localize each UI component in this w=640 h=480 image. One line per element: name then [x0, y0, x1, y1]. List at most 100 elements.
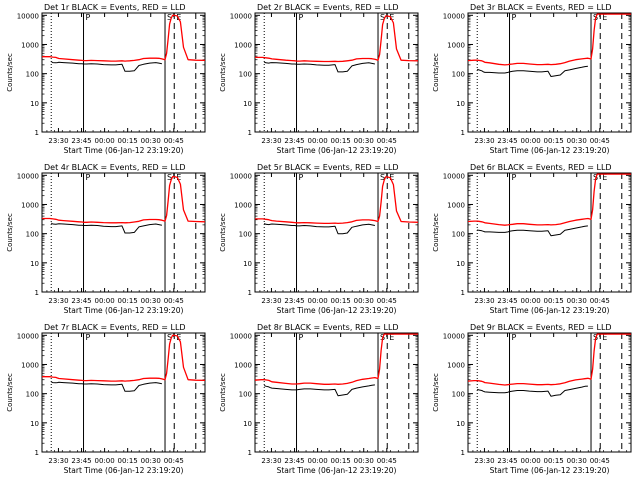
detector-panel-3: Det 3r BLACK = Events, RED = LLD 1 10 100 10… [432, 3, 632, 155]
y-axis-label: Counts/sec [432, 53, 440, 92]
y-tick-label: 10000 [17, 172, 39, 180]
y-tick-label: 1 [35, 289, 39, 297]
time-marker-label: E [389, 173, 394, 182]
time-marker-label: P [299, 173, 304, 182]
x-axis-label: Start Time (06-Jan-12 23:19:20) [64, 306, 184, 315]
x-tick-label: 23:45 [497, 457, 517, 465]
time-marker-label: P [86, 13, 91, 22]
y-tick-label: 10 [456, 420, 465, 428]
chart-title: Det 9r BLACK = Events, RED = LLD [470, 323, 612, 332]
lld-series-line [467, 333, 631, 386]
x-tick-label: 00:30 [354, 297, 374, 305]
y-tick-label: 100 [452, 391, 465, 399]
events-series-line [50, 381, 162, 392]
x-tick-label: 23:30 [474, 457, 494, 465]
lld-series-line [255, 15, 419, 63]
y-tick-label: 1000 [21, 201, 39, 209]
events-series-line [477, 225, 588, 237]
y-axis-label: Counts/sec [219, 213, 227, 252]
detector-panel-1: Det 1r BLACK = Events, RED = LLD 1 10 100 10… [6, 3, 206, 155]
detector-panel-7: Det 7r BLACK = Events, RED = LLD 1 10 100 10… [6, 323, 206, 475]
y-tick-label: 10 [30, 100, 39, 108]
lld-series-line [42, 175, 206, 224]
x-tick-label: 00:45 [377, 137, 397, 145]
x-tick-label: 00:45 [164, 297, 184, 305]
y-tick-label: 100 [239, 71, 252, 79]
x-tick-label: 00:30 [141, 297, 161, 305]
x-axis-label: Start Time (06-Jan-12 23:19:20) [64, 466, 184, 475]
events-series-line [477, 65, 588, 77]
lld-series-line [467, 173, 631, 226]
y-tick-label: 1000 [234, 201, 252, 209]
x-tick-label: 00:15 [331, 457, 351, 465]
chart-title: Det 2r BLACK = Events, RED = LLD [257, 3, 399, 12]
detector-panel-6: Det 6r BLACK = Events, RED = LLD 1 10 100 10… [432, 163, 632, 315]
events-series-line [50, 61, 162, 72]
x-tick-label: 23:30 [48, 457, 68, 465]
x-tick-label: 23:30 [261, 297, 281, 305]
x-tick-label: 23:30 [48, 297, 68, 305]
x-tick-label: 00:15 [331, 297, 351, 305]
x-tick-label: 00:45 [377, 457, 397, 465]
x-tick-label: 00:30 [354, 137, 374, 145]
y-tick-label: 10 [243, 420, 252, 428]
y-tick-label: 1 [461, 129, 465, 137]
y-tick-label: 1 [461, 449, 465, 457]
chart-title: Det 6r BLACK = Events, RED = LLD [470, 163, 612, 172]
y-tick-label: 10000 [443, 332, 465, 340]
x-axis-label: Start Time (06-Jan-12 23:19:20) [277, 146, 397, 155]
time-marker-label: E [602, 173, 607, 182]
x-tick-label: 23:30 [261, 137, 281, 145]
x-tick-label: 00:30 [567, 457, 587, 465]
y-tick-label: 1 [248, 449, 252, 457]
time-marker-label: P [299, 13, 304, 22]
time-marker-label: P [299, 333, 304, 342]
time-marker-label: E [389, 333, 394, 342]
x-tick-label: 00:45 [590, 457, 610, 465]
y-tick-label: 10000 [443, 172, 465, 180]
y-tick-label: 100 [452, 231, 465, 239]
x-tick-label: 00:15 [331, 137, 351, 145]
y-tick-label: 1 [35, 129, 39, 137]
chart-title: Det 7r BLACK = Events, RED = LLD [44, 323, 186, 332]
y-tick-label: 100 [239, 391, 252, 399]
detector-panel-4: Det 4r BLACK = Events, RED = LLD 1 10 100 10… [6, 163, 206, 315]
x-tick-label: 00:00 [307, 297, 327, 305]
x-tick-label: 00:00 [307, 457, 327, 465]
x-tick-label: 00:30 [141, 457, 161, 465]
chart-title: Det 1r BLACK = Events, RED = LLD [44, 3, 186, 12]
y-tick-label: 10000 [230, 172, 252, 180]
x-tick-label: 00:15 [118, 457, 138, 465]
plot-frame [41, 172, 206, 293]
y-tick-label: 100 [452, 71, 465, 79]
x-tick-label: 00:45 [377, 297, 397, 305]
x-axis-label: Start Time (06-Jan-12 23:19:20) [277, 306, 397, 315]
y-axis-label: Counts/sec [6, 213, 14, 252]
y-tick-label: 100 [26, 391, 39, 399]
x-tick-label: 00:15 [544, 457, 564, 465]
y-tick-label: 1000 [447, 201, 465, 209]
time-marker-label: P [86, 173, 91, 182]
y-tick-label: 10000 [17, 332, 39, 340]
x-tick-label: 00:30 [141, 137, 161, 145]
x-tick-label: 23:45 [284, 297, 304, 305]
time-marker-label: S [167, 13, 172, 22]
x-tick-label: 00:00 [520, 297, 540, 305]
x-axis-label: Start Time (06-Jan-12 23:19:20) [277, 466, 397, 475]
x-tick-label: 00:15 [544, 137, 564, 145]
x-tick-label: 00:00 [520, 457, 540, 465]
time-marker-label: S [167, 333, 172, 342]
y-tick-label: 100 [26, 71, 39, 79]
lld-series-line [467, 13, 631, 66]
y-tick-label: 1000 [234, 41, 252, 49]
x-tick-label: 00:00 [94, 137, 114, 145]
time-marker-label: P [86, 333, 91, 342]
y-tick-label: 10 [243, 100, 252, 108]
y-axis-label: Counts/sec [432, 373, 440, 412]
x-tick-label: 00:45 [164, 137, 184, 145]
time-marker-label: S [380, 173, 385, 182]
lld-series-line [42, 334, 206, 382]
x-axis-label: Start Time (06-Jan-12 23:19:20) [490, 466, 610, 475]
x-tick-label: 23:45 [71, 297, 91, 305]
